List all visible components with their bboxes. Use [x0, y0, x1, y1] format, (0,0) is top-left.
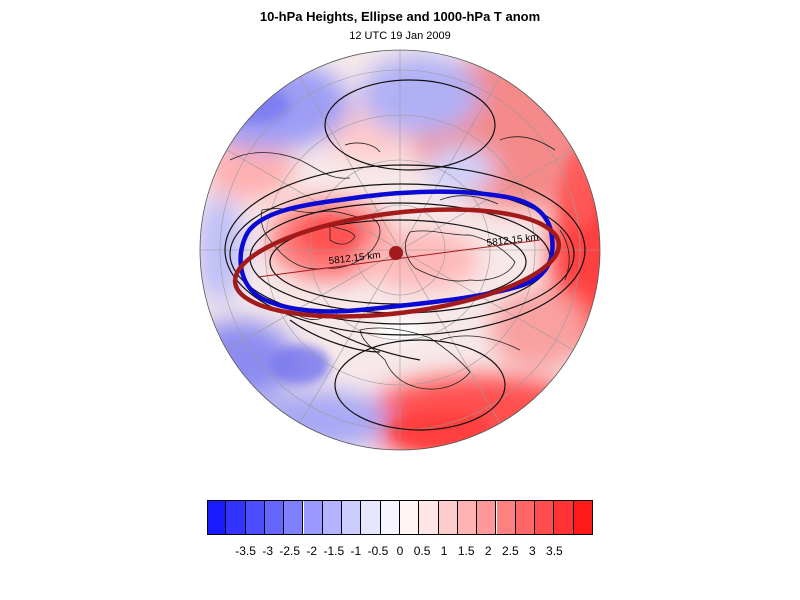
colorbar-tick-label: -1	[350, 544, 362, 558]
colorbar-swatch	[515, 500, 536, 535]
colorbar-swatch	[264, 500, 285, 535]
map-boundary	[199, 49, 601, 451]
colorbar-tick-label: 1	[440, 544, 448, 558]
colorbar-swatch	[438, 500, 458, 535]
colorbar-swatch	[245, 500, 265, 535]
colorbar-tick-label: 0	[396, 544, 404, 558]
colorbar-swatch	[322, 500, 343, 535]
fitted-ellipse	[232, 207, 562, 319]
colorbar-swatch	[303, 500, 323, 535]
colorbar-swatch	[457, 500, 478, 535]
colorbar-swatch	[573, 500, 593, 535]
colorbar-swatch	[342, 500, 362, 535]
colorbar-tick-label: 1.5	[457, 544, 475, 558]
colorbar-tick-label: 3	[528, 544, 536, 558]
colorbar-tick-label: -3.5	[235, 544, 256, 558]
colorbar-tick-label: -1.5	[323, 544, 345, 558]
colorbar-swatch	[554, 500, 574, 535]
colorbar-swatch	[496, 500, 516, 535]
colorbar-tick-label: -0.5	[367, 544, 389, 558]
temperature-anomaly-field	[200, 50, 600, 450]
colorbar-swatch	[419, 500, 439, 535]
ellipse-center-dot	[389, 246, 403, 260]
colorbar-swatch	[477, 500, 497, 535]
colorbar-tick-label: 2.5	[501, 544, 519, 558]
colorbar	[207, 500, 593, 535]
colorbar-swatch	[380, 500, 400, 535]
colorbar-swatch	[284, 500, 304, 535]
colorbar-swatch	[361, 500, 381, 535]
colorbar-swatch	[535, 500, 555, 535]
colorbar-swatch	[400, 500, 420, 535]
colorbar-tick-label: -2	[306, 544, 318, 558]
colorbar-tick-label: -3	[262, 544, 273, 558]
colorbar-tick-label: 0.5	[413, 544, 431, 558]
map-subtitle: 12 UTC 19 Jan 2009	[349, 30, 451, 42]
colorbar-tick-label: -2.5	[279, 544, 301, 558]
map-title: 10-hPa Heights, Ellipse and 1000-hPa T a…	[259, 9, 541, 24]
colorbar-tick-label: 2	[484, 544, 492, 558]
colorbar-swatch	[226, 500, 246, 535]
colorbar-tick-label: 3.5	[546, 544, 563, 558]
colorbar-swatch	[207, 500, 227, 535]
